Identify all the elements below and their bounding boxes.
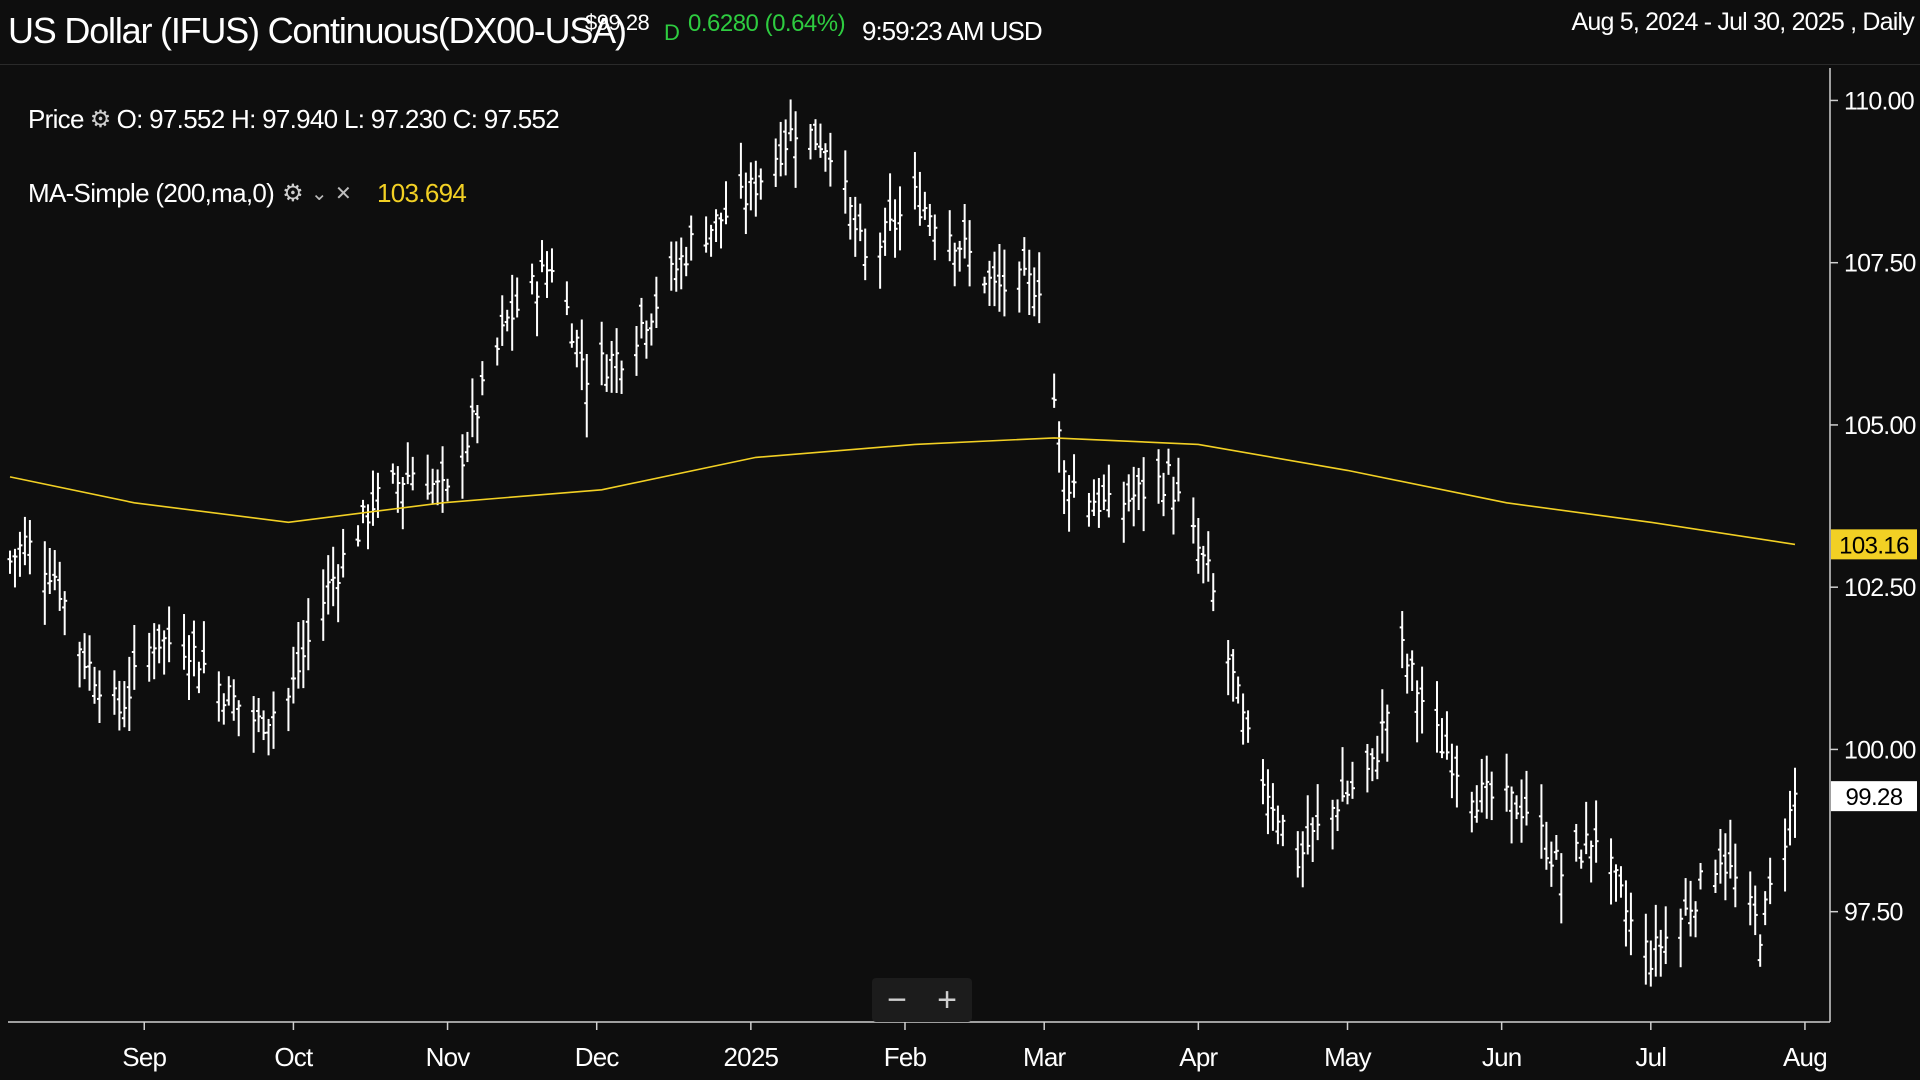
ohlc-values: O: 97.552 H: 97.940 L: 97.230 C: 97.552 <box>116 104 560 134</box>
ma-line <box>9 437 1796 546</box>
price-settings-icon[interactable]: ⚙ <box>89 106 112 133</box>
zoom-in-button[interactable]: + <box>937 981 957 1019</box>
price-legend-label: Price <box>28 104 84 134</box>
price-axis-label-bg <box>1831 781 1917 812</box>
x-tick-label: Nov <box>426 1042 471 1072</box>
x-tick-label: Oct <box>274 1042 314 1072</box>
x-tick-label: May <box>1324 1042 1372 1072</box>
axis-labels: 97.50 100.00 102.50 105.00 107.50 110.00 Sep Oc… <box>122 87 1917 1072</box>
ma-axis-label-bg <box>1831 529 1917 560</box>
x-tick-label: Dec <box>575 1042 620 1072</box>
ma-line-layer <box>9 437 1796 546</box>
y-tick-label: 107.50 <box>1844 250 1916 278</box>
ma-value: 103.694 <box>377 178 467 208</box>
period-marker: D <box>664 20 680 45</box>
price-change: 0.6280 (0.64%) <box>688 10 846 37</box>
y-tick-label: 102.50 <box>1844 574 1916 602</box>
y-tick-label: 100.00 <box>1844 736 1916 764</box>
ma-legend: MA-Simple (200,ma,0) ⚙ ⌄ ✕ 103.694 <box>28 178 467 209</box>
x-tick-label: Mar <box>1023 1042 1067 1072</box>
y-tick-label: 97.50 <box>1844 899 1903 927</box>
x-tick-label: 2025 <box>724 1042 779 1072</box>
y-tick-label: 110.00 <box>1844 87 1914 115</box>
price-legend: Price ⚙ O: 97.552 H: 97.940 L: 97.230 C:… <box>28 104 560 135</box>
ohlc-bars <box>7 99 1798 987</box>
x-tick-label: Aug <box>1783 1042 1827 1072</box>
x-tick-label: Jun <box>1482 1042 1522 1072</box>
chart-axes <box>8 68 1838 1030</box>
zoom-controls: − + <box>872 978 972 1022</box>
ma-collapse-icon[interactable]: ⌄ <box>310 183 328 205</box>
price-axis-label: 99.28 <box>1845 784 1902 811</box>
ma-settings-icon[interactable]: ⚙ <box>282 180 304 207</box>
x-tick-label: Apr <box>1179 1042 1218 1072</box>
last-price: $99.28 <box>585 10 650 35</box>
x-tick-label: Sep <box>122 1042 166 1072</box>
ma-remove-icon[interactable]: ✕ <box>334 183 352 205</box>
zoom-out-button[interactable]: − <box>887 981 907 1019</box>
x-tick-label: Jul <box>1635 1042 1666 1072</box>
date-range[interactable]: Aug 5, 2024 - Jul 30, 2025 , Daily <box>1571 8 1915 36</box>
ma-legend-label: MA-Simple (200,ma,0) <box>28 178 275 208</box>
symbol-title: US Dollar (IFUS) Continuous(DX00-USA) <box>8 10 627 51</box>
y-tick-label: 105.00 <box>1844 412 1916 440</box>
chart-header: US Dollar (IFUS) Continuous(DX00-USA) $9… <box>0 0 1920 65</box>
x-tick-label: Feb <box>884 1042 927 1072</box>
ma-axis-label: 103.16 <box>1839 532 1909 559</box>
quote-time: 9:59:23 AM USD <box>862 16 1043 46</box>
